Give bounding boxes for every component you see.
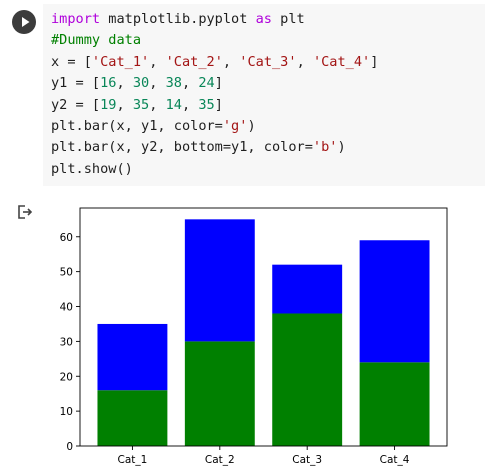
bar-series2-Cat_2 [184, 219, 255, 342]
code-token: 'b' [312, 139, 338, 156]
y-tick-label: 20 [60, 371, 73, 383]
code-token: 'g' [222, 118, 248, 135]
y-tick-label: 0 [66, 441, 73, 453]
code-token: x = [ [51, 53, 92, 70]
code-token: 'Cat_2' [165, 53, 223, 70]
bar-series1-Cat_3 [272, 313, 343, 446]
code-token: #Dummy data [51, 32, 142, 49]
x-tick-label-Cat_3: Cat_3 [292, 454, 322, 466]
code-token: plt [271, 11, 305, 27]
code-token: 'Cat_1' [91, 53, 150, 70]
code-token: 16 [100, 75, 117, 92]
code-token: 14 [165, 96, 182, 113]
code-line: y1 = [16, 30, 38, 24] [51, 75, 223, 91]
code-line: plt.bar(x, y2, bottom=y1, color='b') [51, 139, 346, 155]
bar-series2-Cat_3 [272, 264, 343, 314]
code-token: 38 [165, 75, 182, 92]
code-token: ) [247, 118, 256, 135]
bar-series1-Cat_2 [184, 341, 255, 446]
code-line: #Dummy data [51, 32, 141, 48]
bar-series2-Cat_4 [359, 240, 430, 363]
code-token: , [116, 75, 133, 92]
code-token: 35 [132, 96, 150, 113]
code-line: x = ['Cat_1', 'Cat_2', 'Cat_3', 'Cat_4'] [51, 54, 378, 70]
code-token: , [222, 53, 240, 70]
run-cell-button[interactable] [12, 10, 36, 34]
y-tick-label: 10 [60, 406, 73, 418]
code-token: , [149, 96, 166, 113]
code-token: 'Cat_4' [312, 53, 371, 70]
code-line: plt.bar(x, y1, color='g') [51, 118, 256, 134]
y-tick-label: 50 [60, 267, 73, 279]
code-line: y2 = [19, 35, 14, 35] [51, 97, 223, 113]
code-token: , [181, 75, 199, 92]
code-editor[interactable]: import matplotlib.pyplot as plt #Dummy d… [43, 4, 485, 186]
code-token: , [296, 53, 313, 70]
code-token: , [149, 75, 166, 92]
code-token: , [116, 96, 133, 113]
code-token: , [181, 96, 199, 113]
code-token: matplotlib.pyplot [100, 11, 256, 27]
code-token: ] [214, 96, 223, 113]
code-token: plt.bar(x, y1, color= [51, 118, 223, 135]
code-token: y2 = [ [51, 96, 101, 113]
code-token: 30 [132, 75, 150, 92]
code-token: ] [370, 53, 379, 70]
code-cell: import matplotlib.pyplot as plt #Dummy d… [0, 0, 485, 186]
x-tick-label-Cat_2: Cat_2 [205, 454, 235, 466]
plot-frame [79, 207, 448, 447]
bar-series1-Cat_1 [97, 390, 168, 446]
y-tick-label: 60 [60, 232, 73, 244]
code-token: y1 = [ [51, 75, 101, 92]
code-token: ] [214, 75, 223, 92]
bar-series1-Cat_4 [359, 362, 430, 446]
output-redirect-icon [18, 205, 33, 219]
code-token: as [255, 11, 272, 27]
code-line: import matplotlib.pyplot as plt [51, 11, 305, 27]
code-token: 19 [100, 96, 117, 113]
code-token: import [51, 11, 101, 27]
code-token: 35 [198, 96, 215, 113]
bar-chart: 0 10 20 30 40 50 60 Cat_1 Cat_2 Cat_3 Cat_4 [60, 207, 448, 466]
x-tick-label-Cat_1: Cat_1 [118, 454, 148, 466]
code-line: plt.show() [51, 161, 133, 177]
code-token: , [149, 53, 166, 70]
code-text: import matplotlib.pyplot as plt #Dummy d… [51, 9, 378, 180]
y-tick-label: 30 [60, 336, 73, 348]
x-tick-label-Cat_4: Cat_4 [380, 454, 410, 466]
code-token: plt.show() [51, 160, 133, 177]
bar-series2-Cat_1 [97, 323, 168, 391]
code-token: 'Cat_3' [239, 53, 297, 70]
code-token: 24 [198, 75, 215, 92]
play-icon [22, 17, 30, 27]
y-tick-label: 40 [60, 302, 73, 314]
code-token: ) [337, 139, 346, 156]
code-token: plt.bar(x, y2, bottom=y1, color= [51, 139, 313, 156]
